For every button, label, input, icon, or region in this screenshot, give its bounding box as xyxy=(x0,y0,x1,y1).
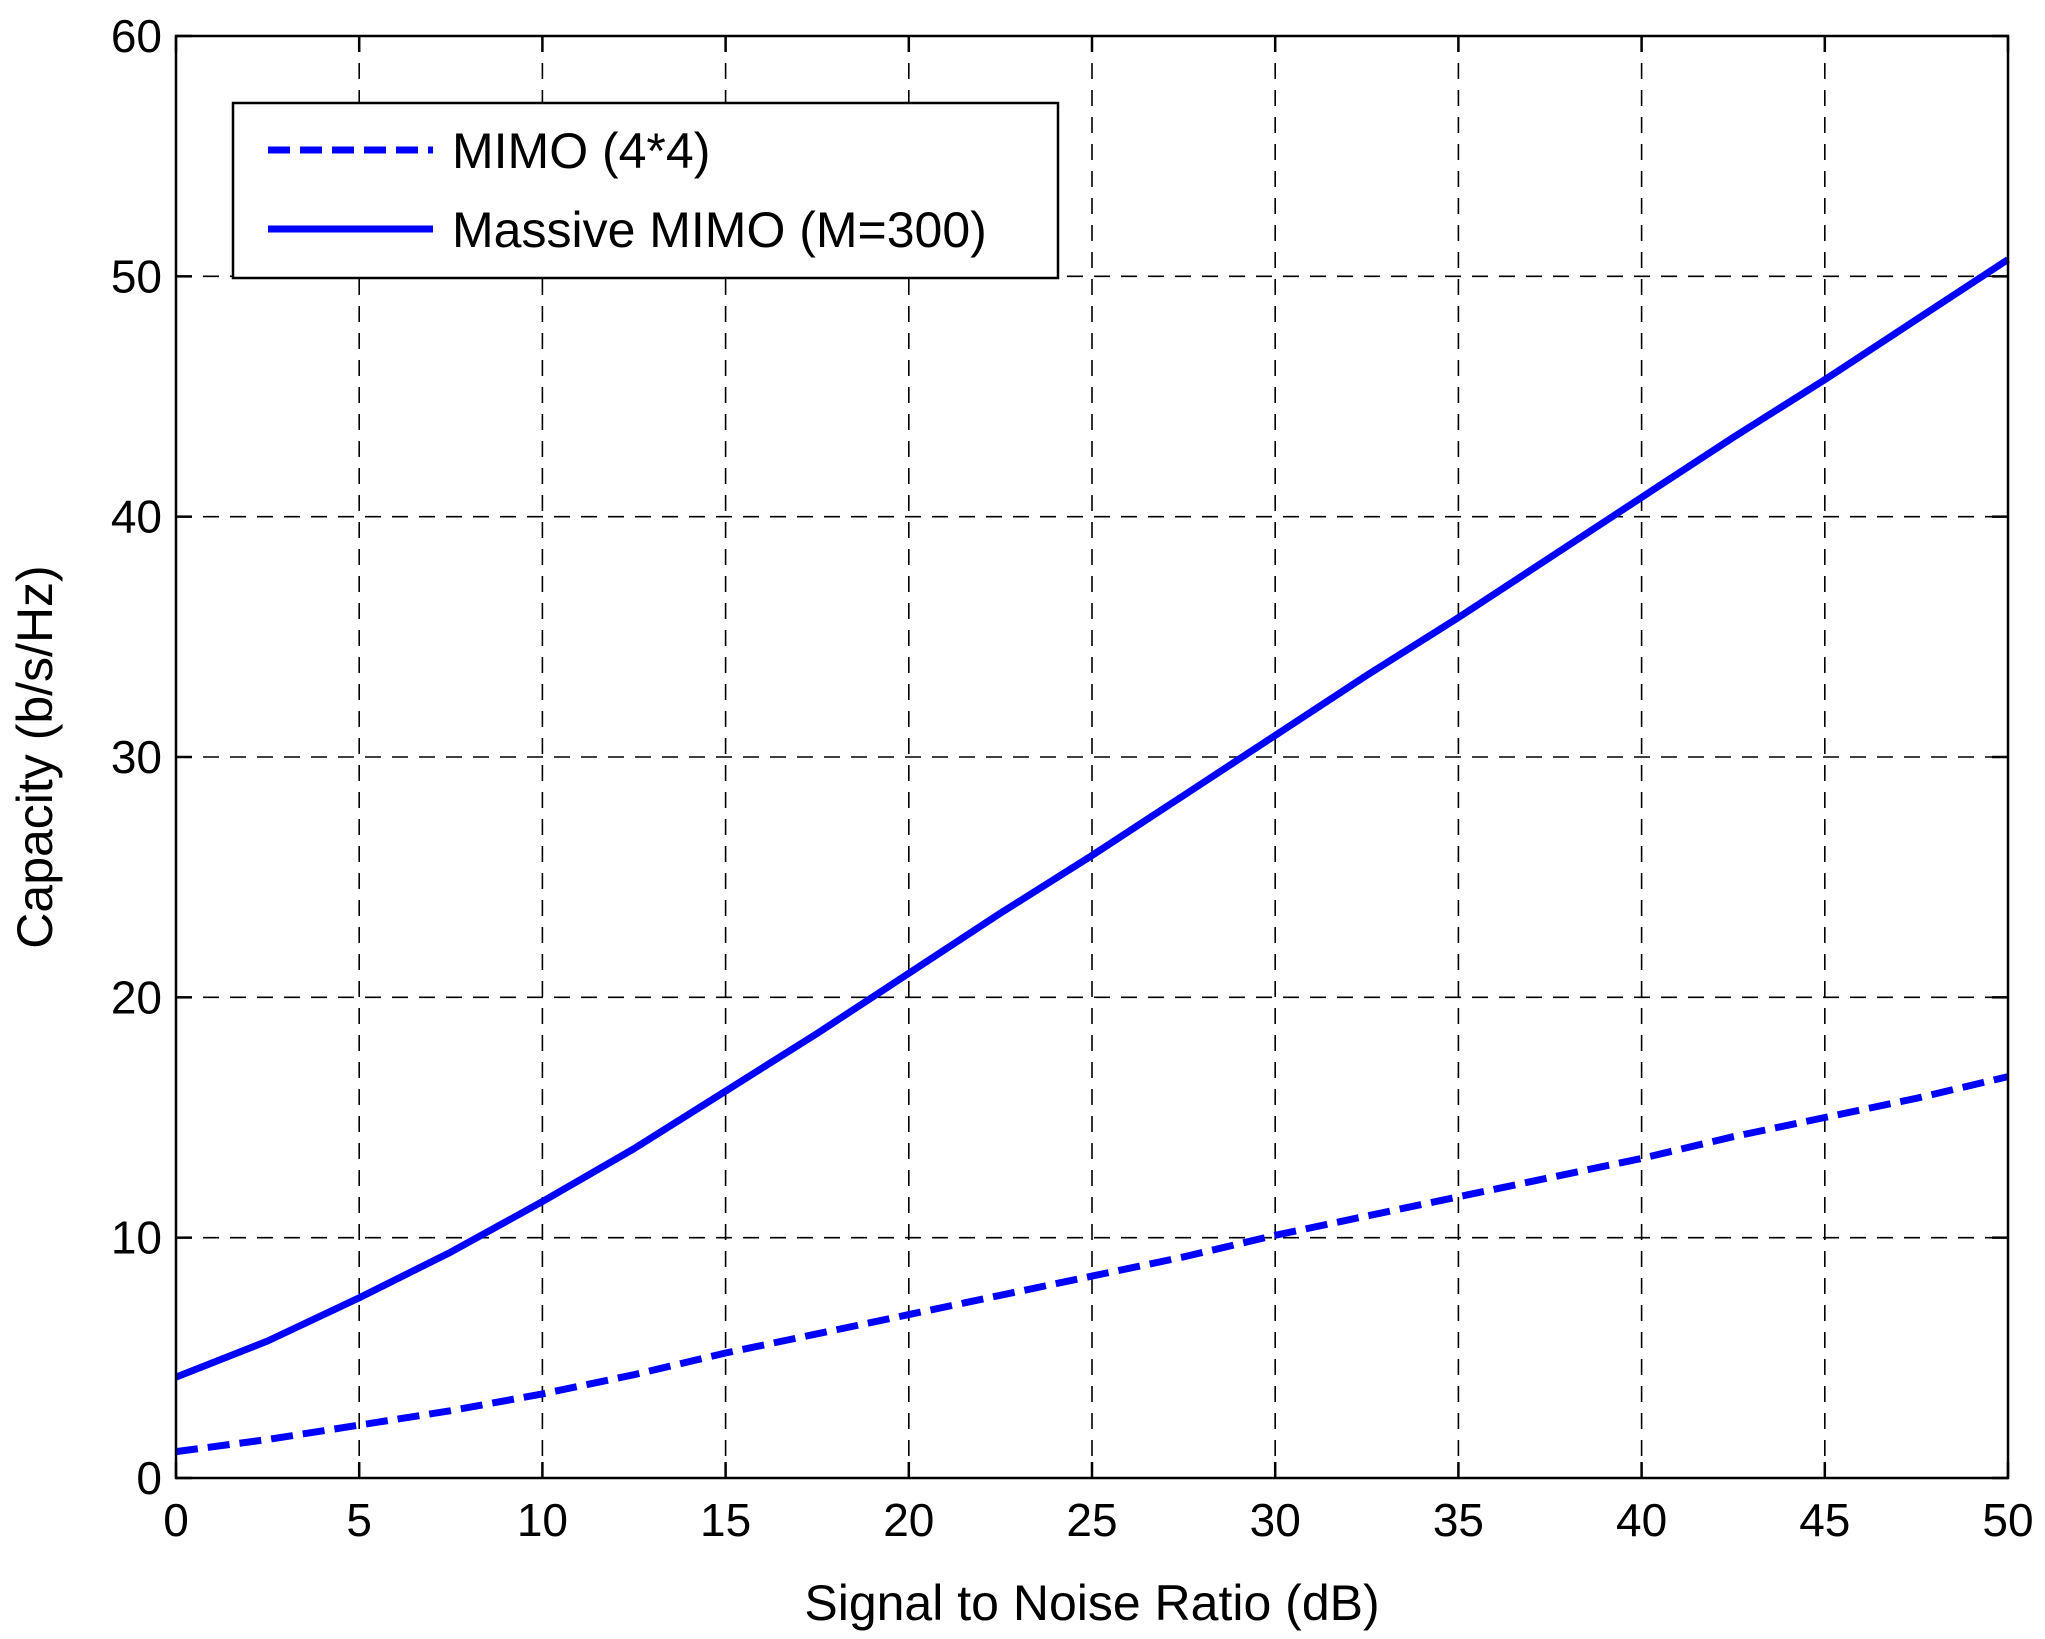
x-tick-label: 0 xyxy=(163,1494,189,1546)
x-tick-label: 15 xyxy=(700,1494,751,1546)
x-tick-label: 50 xyxy=(1982,1494,2033,1546)
series-line-1 xyxy=(174,256,2010,1381)
x-tick-label: 30 xyxy=(1250,1494,1301,1546)
y-tick-label: 20 xyxy=(111,971,162,1023)
y-tick-label: 30 xyxy=(111,731,162,783)
legend-box xyxy=(231,101,1060,280)
y-tick-label: 10 xyxy=(111,1212,162,1264)
x-tick-label: 40 xyxy=(1616,1494,1667,1546)
x-tick-label: 45 xyxy=(1799,1494,1850,1546)
series-layer xyxy=(174,256,2010,1456)
x-tick-label: 20 xyxy=(883,1494,934,1546)
x-tick-label: 35 xyxy=(1433,1494,1484,1546)
y-tick-label: 40 xyxy=(111,491,162,543)
y-tick-label: 0 xyxy=(136,1452,162,1504)
x-tick-label: 25 xyxy=(1066,1494,1117,1546)
y-tick-label: 60 xyxy=(111,10,162,62)
x-tick-label: 10 xyxy=(517,1494,568,1546)
legend-label-mimo-4x4: MIMO (4*4) xyxy=(452,123,710,179)
x-axis-label: Signal to Noise Ratio (dB) xyxy=(804,1575,1379,1631)
x-tick-label: 5 xyxy=(346,1494,372,1546)
ticks: 0 5 10 15 20 25 30 35 40 45 50 0 10 20 30 40 50 60 xyxy=(111,10,2034,1546)
series-line-0 xyxy=(175,1073,2009,1456)
legend: MIMO (4*4) Massive MIMO (M=300) xyxy=(231,101,1060,280)
legend-label-massive-mimo: Massive MIMO (M=300) xyxy=(452,202,987,258)
y-axis-label: Capacity (b/s/Hz) xyxy=(7,565,63,948)
y-tick-label: 50 xyxy=(111,250,162,302)
